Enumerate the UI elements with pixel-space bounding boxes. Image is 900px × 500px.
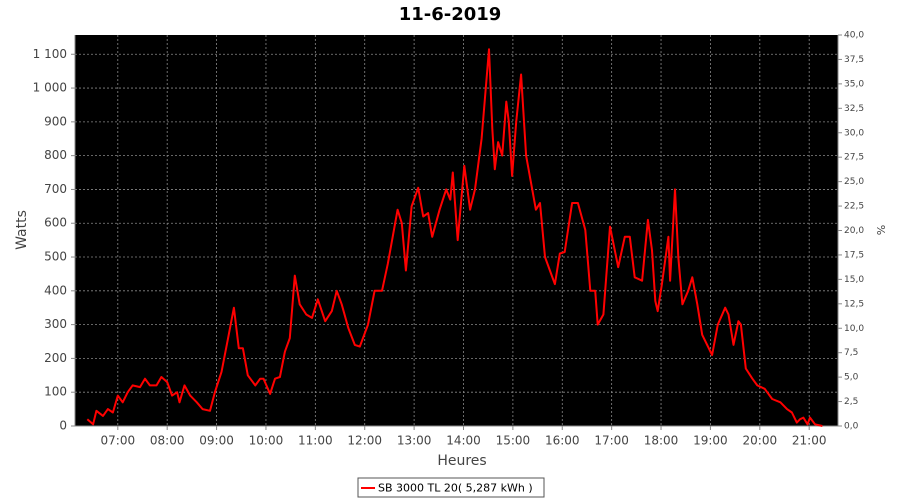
x-tick-label: 17:00 (594, 434, 629, 448)
y-tick-label: 100 (44, 385, 67, 399)
y2-tick-label: 22,5 (844, 202, 864, 212)
y2-tick-label: 2,5 (844, 397, 858, 407)
x-tick-label: 21:00 (792, 434, 827, 448)
legend (357, 477, 545, 498)
y2-tick-label: 17,5 (844, 250, 864, 260)
y2-tick-label: 5,0 (844, 373, 859, 383)
y2-axis-label: % (875, 225, 888, 235)
x-tick-label: 08:00 (150, 434, 185, 448)
legend-label: SB 3000 TL 20( 5,287 kWh ) (378, 482, 533, 495)
x-tick-label: 07:00 (101, 434, 136, 448)
series-line (86, 48, 823, 427)
y-tick-label: 400 (44, 283, 67, 297)
y2-tick-label: 30,0 (844, 128, 864, 138)
x-tick-label: 15:00 (496, 434, 531, 448)
x-axis-label: Heures (437, 453, 486, 469)
x-tick-label: 11:00 (298, 434, 333, 448)
y2-tick-label: 32,5 (844, 104, 864, 114)
y2-tick-label: 20,0 (844, 226, 864, 236)
y-tick-label: 300 (44, 317, 67, 331)
y-tick-label: 500 (44, 250, 67, 264)
y2-tick-label: 27,5 (844, 153, 864, 163)
y-tick-label: 0 (59, 419, 67, 433)
x-tick-label: 12:00 (347, 434, 382, 448)
y-tick-label: 200 (44, 351, 67, 365)
chart-title: 11-6-2019 (399, 4, 502, 25)
y-tick-label: 900 (44, 114, 67, 128)
y-axis-label: Watts (14, 210, 30, 250)
y-tick-label: 700 (44, 182, 67, 196)
x-tick-label: 10:00 (249, 434, 284, 448)
x-tick-label: 16:00 (545, 434, 580, 448)
y2-tick-label: 15,0 (844, 275, 864, 285)
y2-tick-label: 37,5 (844, 55, 864, 65)
x-tick-label: 14:00 (446, 434, 481, 448)
y2-tick-label: 0,0 (844, 422, 859, 432)
x-tick-label: 20:00 (743, 434, 778, 448)
y2-tick-label: 35,0 (844, 79, 864, 89)
y-tick-label: 1 100 (33, 47, 67, 61)
x-tick-label: 09:00 (199, 434, 234, 448)
y2-tick-label: 7,5 (844, 348, 858, 358)
x-tick-label: 19:00 (693, 434, 728, 448)
y2-tick-label: 25,0 (844, 177, 864, 187)
y-tick-label: 800 (44, 148, 67, 162)
y2-tick-label: 10,0 (844, 324, 864, 334)
x-tick-label: 18:00 (644, 434, 679, 448)
y2-tick-label: 40,0 (844, 31, 864, 41)
x-tick-label: 13:00 (397, 434, 432, 448)
y-tick-label: 600 (44, 216, 67, 230)
y-tick-label: 1 000 (33, 81, 67, 95)
y2-tick-label: 12,5 (844, 299, 864, 309)
